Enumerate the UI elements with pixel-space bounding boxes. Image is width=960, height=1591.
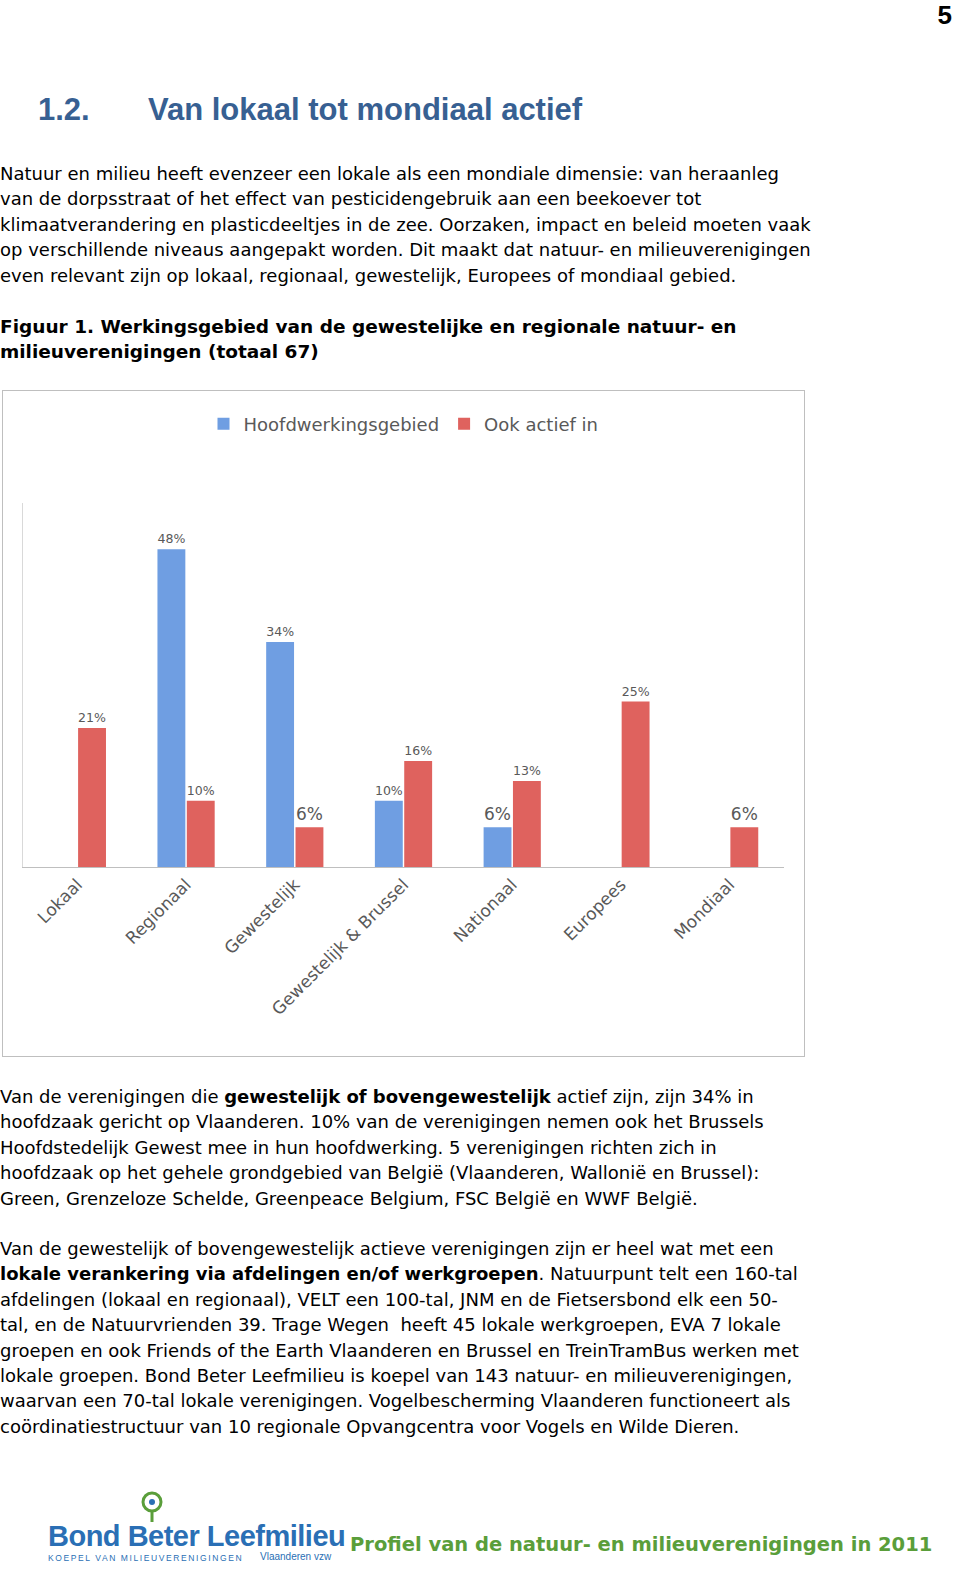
html-text:hoofdzaak gericht op Vlaandere: hoofdzaak gericht op Vlaanderen. 10% van… <box>0 1111 764 1133</box>
html-text:Van de gewestelijk of bovengew: Van de gewestelijk of bovengewestelijk a… <box>0 1238 774 1259</box>
html-text:Van de verenigingen die gewest: Van de verenigingen die gewestelijk of b… <box>0 1086 754 1107</box>
svg-text:6%: 6% <box>731 804 758 824</box>
svg-text:16%: 16% <box>404 743 432 758</box>
html-text:KOEPEL VAN MILIEUVERENIGINGEN: KOEPEL VAN MILIEUVERENIGINGEN <box>48 1553 244 1563</box>
html-text:lokale verankering via afdelin: lokale verankering via afdelingen en/of … <box>0 1263 798 1285</box>
html-text:klimaatverandering en plasticd: klimaatverandering en plasticdeeltjes in… <box>0 213 811 235</box>
html-text:op verschillende niveaus aange: op verschillende niveaus aangepakt worde… <box>0 239 811 261</box>
html-text:coördinatiestructuur van 10 re: coördinatiestructuur van 10 regionale Op… <box>0 1415 740 1437</box>
html-text:Green, Grenzeloze Schelde, Gre: Green, Grenzeloze Schelde, Greenpeace Be… <box>0 1187 698 1209</box>
html-text:even relevant zijn op lokaal,: even relevant zijn op lokaal, regionaal,… <box>0 264 737 286</box>
html-text:Van lokaal tot mondiaal actief: Van lokaal tot mondiaal actief <box>148 92 583 127</box>
svg-text:Lokaal: Lokaal <box>33 875 86 928</box>
svg-text:Nationaal: Nationaal <box>449 875 521 947</box>
svg-text:Mondiaal: Mondiaal <box>670 875 739 944</box>
svg-text:6%: 6% <box>484 804 511 824</box>
svg-text:13%: 13% <box>513 763 541 778</box>
html-text:Bond Beter Leefmilieu: Bond Beter Leefmilieu <box>48 1520 346 1552</box>
html-text:1.2.: 1.2. <box>38 92 90 127</box>
svg-text:34%: 34% <box>266 624 294 639</box>
html-text:Natuur en milieu heeft evenzee: Natuur en milieu heeft evenzeer een loka… <box>0 163 779 184</box>
html-text:tal, en de Natuurvrienden 39.: tal, en de Natuurvrienden 39. Trage Wege… <box>0 1314 781 1336</box>
svg-text:Hoofdwerkingsgebied: Hoofdwerkingsgebied <box>244 414 440 435</box>
svg-text:10%: 10% <box>187 783 215 798</box>
html-text:groepen en ook Friends of the: groepen en ook Friends of the Earth Vlaa… <box>0 1339 799 1361</box>
html-text:milieuverenigingen (totaal 67): milieuverenigingen (totaal 67) <box>0 341 319 363</box>
svg-text:21%: 21% <box>78 710 106 725</box>
svg-text:Gewestelijk: Gewestelijk <box>220 874 304 958</box>
svg-text:Ook actief in: Ook actief in <box>484 414 598 435</box>
svg-text:Gewestelijk & Brussel: Gewestelijk & Brussel <box>268 875 413 1020</box>
html-text:waarvan een 70-tal lokale vere: waarvan een 70-tal lokale verenigingen. … <box>0 1390 791 1412</box>
html-text:Figuur 1. Werkingsgebied van d: Figuur 1. Werkingsgebied van de gewestel… <box>0 316 737 337</box>
svg-text:25%: 25% <box>622 684 650 699</box>
html-text:Hoofdstedelijk Gewest mee in h: Hoofdstedelijk Gewest mee in hun hoofdwe… <box>0 1136 717 1158</box>
html-text:hoofdzaak op het gehele grondg: hoofdzaak op het gehele grondgebied van … <box>0 1162 760 1184</box>
svg-text:10%: 10% <box>375 783 403 798</box>
html-text:Profiel van de natuur- en mili: Profiel van de natuur- en milieuverenigi… <box>350 1533 933 1556</box>
html-text:lokale groepen. Bond Beter Lee: lokale groepen. Bond Beter Leefmilieu is… <box>0 1365 793 1386</box>
html-text:Vlaanderen vzw: Vlaanderen vzw <box>260 1551 332 1562</box>
html-text:van de dorpsstraat of het effe: van de dorpsstraat of het effect van pes… <box>0 188 702 210</box>
svg-text:6%: 6% <box>296 804 323 824</box>
html-text:5: 5 <box>937 0 952 30</box>
svg-text:48%: 48% <box>157 531 185 546</box>
svg-text:Europees: Europees <box>560 875 630 945</box>
html-text:afdelingen (lokaal en regionaa: afdelingen (lokaal en regionaal), VELT e… <box>0 1288 778 1310</box>
svg-text:Regionaal: Regionaal <box>122 875 195 948</box>
